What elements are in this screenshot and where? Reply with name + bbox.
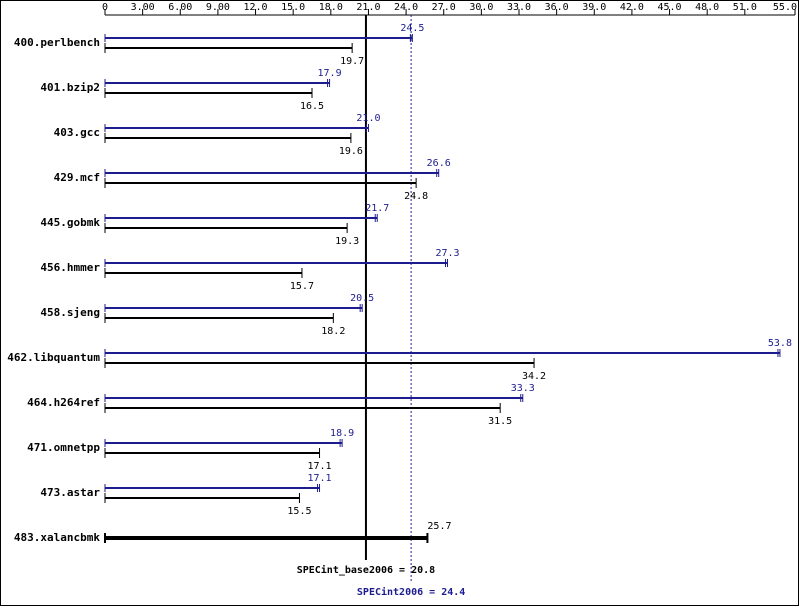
category-label: 462.libquantum [7,351,100,364]
peak-value-label: 17.9 [318,68,342,79]
base-value-label: 25.7 [427,521,451,532]
peak-value-label: 21.7 [365,203,389,214]
category-label: 429.mcf [54,171,100,184]
base-value-label: 31.5 [488,416,512,427]
base-value-label: 24.8 [404,191,428,202]
x-tick-label: 3.00 [131,2,155,13]
category-label: 464.h264ref [27,396,100,409]
x-tick-label: 15.0 [281,2,305,13]
peak-value-label: 21.0 [356,113,380,124]
peak-value-label: 20.5 [350,293,374,304]
category-label: 403.gcc [54,126,100,139]
x-tick-label: 51.0 [733,2,757,13]
base-value-label: 34.2 [522,371,546,382]
category-label: 401.bzip2 [40,81,100,94]
base-value-label: 15.5 [287,506,311,517]
x-tick-label: 33.0 [507,2,531,13]
category-label: 456.hmmer [40,261,100,274]
x-tick-label: 0 [102,2,108,13]
reference-label: SPECint_base2006 = 20.8 [297,564,435,576]
x-tick-label: 18.0 [319,2,343,13]
category-label: 471.omnetpp [27,441,100,454]
peak-value-label: 27.3 [435,248,459,259]
category-label: 400.perlbench [14,36,100,49]
x-tick-label: 24.0 [394,2,418,13]
x-tick-label: 21.0 [356,2,380,13]
category-label: 458.sjeng [40,306,100,319]
x-tick-label: 42.0 [620,2,644,13]
category-label: 483.xalancbmk [14,531,100,544]
x-tick-label: 39.0 [582,2,606,13]
peak-value-label: 24.5 [400,23,424,34]
x-tick-label: 48.0 [695,2,719,13]
base-value-label: 18.2 [321,326,345,337]
x-tick-label: 55.0 [773,2,797,13]
x-tick-label: 45.0 [657,2,681,13]
x-tick-label: 12.0 [243,2,267,13]
category-label: 445.gobmk [40,216,100,229]
peak-value-label: 26.6 [427,158,451,169]
base-value-label: 19.7 [340,56,364,67]
x-tick-label: 30.0 [469,2,493,13]
base-value-label: 19.6 [339,146,363,157]
base-value-label: 19.3 [335,236,359,247]
base-value-label: 15.7 [290,281,314,292]
base-value-label: 17.1 [307,461,331,472]
base-value-label: 16.5 [300,101,324,112]
category-label: 473.astar [40,486,100,499]
reference-label: SPECint2006 = 24.4 [357,586,465,598]
peak-value-label: 17.1 [307,473,331,484]
x-tick-label: 9.00 [206,2,230,13]
x-tick-label: 6.00 [168,2,192,13]
x-tick-label: 36.0 [545,2,569,13]
x-tick-label: 27.0 [432,2,456,13]
peak-value-label: 53.8 [768,338,792,349]
peak-value-label: 33.3 [511,383,535,394]
peak-value-label: 18.9 [330,428,354,439]
